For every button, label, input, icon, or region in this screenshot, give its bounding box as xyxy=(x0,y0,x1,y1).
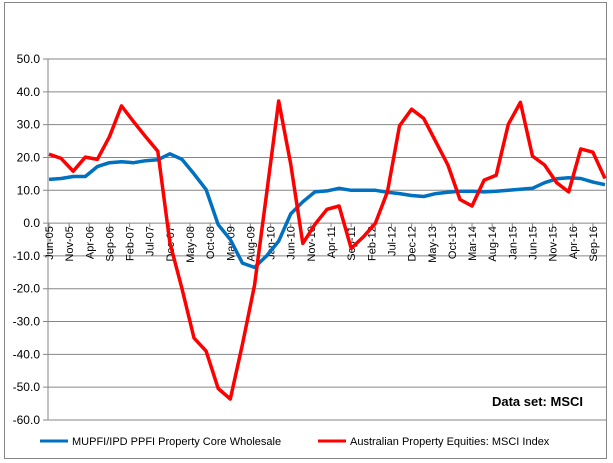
x-tick-label: Nov-15 xyxy=(548,226,560,261)
x-tick-label: Jun-15 xyxy=(527,226,539,260)
legend-label-core-wholesale: MUPFI/IPD PPFI Property Core Wholesale xyxy=(72,436,281,448)
x-tick-label: Jul-12 xyxy=(386,226,398,256)
x-tick-label: Feb-12 xyxy=(366,226,378,261)
x-tick-label: Oct-08 xyxy=(205,226,217,259)
y-tick-label: 30.0 xyxy=(17,118,41,132)
y-tick-label: -30.0 xyxy=(13,315,41,329)
x-tick-label: Mar-14 xyxy=(467,226,479,261)
x-axis-labels: Jun-05 Nov-05 Apr-06 Sep-06 Feb-07 Jul-07 Dec-… xyxy=(44,226,600,263)
gridlines xyxy=(43,58,607,421)
x-tick-label: Apr-11 xyxy=(326,226,338,258)
y-tick-label: 10.0 xyxy=(17,183,41,197)
x-tick-label: Apr-06 xyxy=(84,226,96,259)
data-set-annotation: Data set: MSCI xyxy=(492,394,583,409)
x-tick-label: Aug-14 xyxy=(487,226,499,261)
x-tick-label: Dec-12 xyxy=(407,226,419,261)
series-lines xyxy=(48,99,607,401)
x-tick-label: Aug-09 xyxy=(245,226,257,261)
x-tick-label: Apr-16 xyxy=(568,226,580,259)
x-tick-label: Jun-10 xyxy=(286,226,298,260)
y-tick-label: -20.0 xyxy=(13,282,41,296)
y-tick-label: 40.0 xyxy=(17,85,41,99)
x-tick-label: Sep-11 xyxy=(346,226,358,261)
y-tick-label: 20.0 xyxy=(17,150,41,164)
x-tick-label: May-13 xyxy=(427,226,439,263)
y-tick-label: -60.0 xyxy=(13,413,41,427)
x-tick-label: Jun-05 xyxy=(44,226,56,260)
y-tick-label: 50.0 xyxy=(17,52,41,66)
x-tick-label: Sep-16 xyxy=(588,226,600,261)
legend-label-msci-index: Australian Property Equities: MSCI Index xyxy=(350,436,550,448)
y-axis-labels: 50.0 40.0 30.0 20.0 10.0 0.0 -10.0 -20.0 -30.0 -4… xyxy=(13,52,41,427)
series-line-msci-index xyxy=(48,99,607,401)
x-tick-label: Oct-13 xyxy=(447,226,459,259)
series-line-core-wholesale xyxy=(48,152,606,270)
x-tick-label: Feb-07 xyxy=(125,226,137,261)
y-tick-label: -40.0 xyxy=(13,347,41,361)
x-tick-label: May-08 xyxy=(185,226,197,263)
x-tick-label: Sep-06 xyxy=(104,226,116,261)
legend: MUPFI/IPD PPFI Property Core Wholesale A… xyxy=(40,436,550,448)
y-tick-label: 0.0 xyxy=(23,216,40,230)
x-tick-label: Nov-05 xyxy=(64,226,76,261)
y-tick-label: -50.0 xyxy=(13,380,41,394)
y-tick-label: -10.0 xyxy=(13,249,41,263)
chart-frame xyxy=(4,2,607,459)
x-tick-label: Jul-07 xyxy=(145,226,157,256)
x-tick-label: Jan-15 xyxy=(507,226,519,260)
